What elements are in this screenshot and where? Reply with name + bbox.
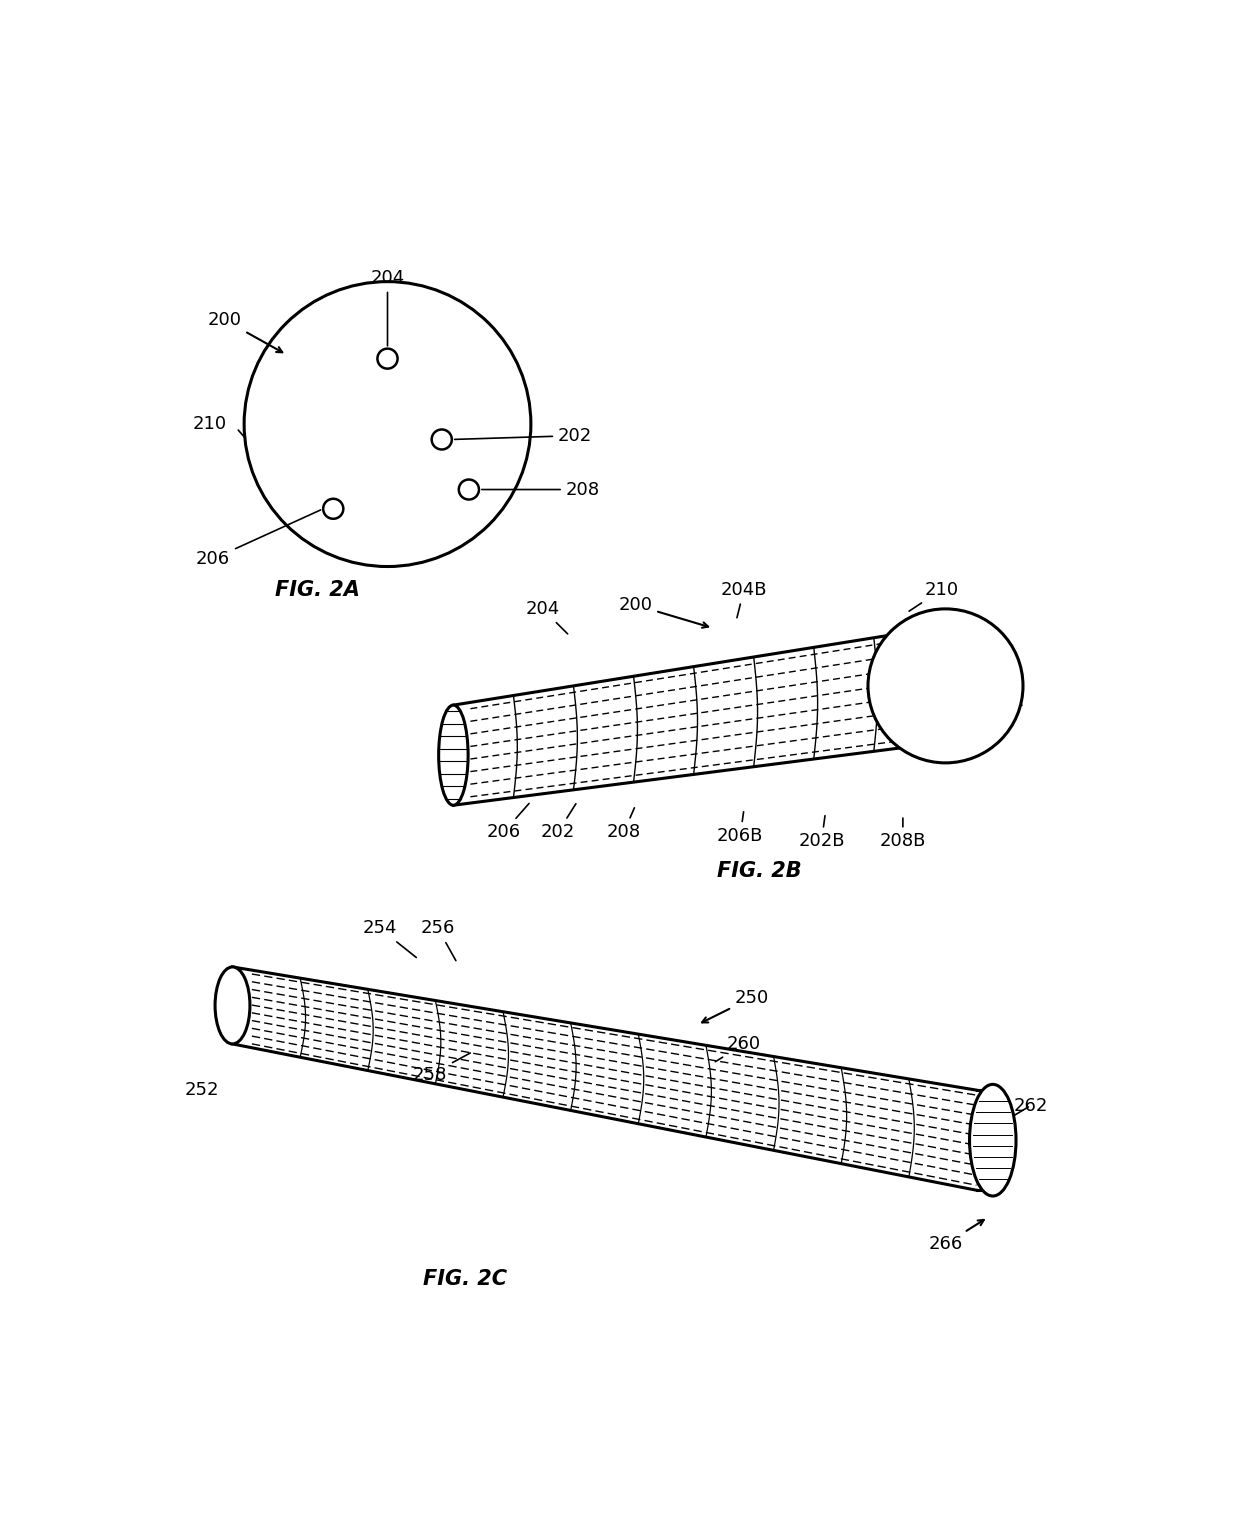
Text: FIG. 2A: FIG. 2A: [275, 579, 360, 599]
Text: 210: 210: [192, 415, 227, 434]
Text: FIG. 2B: FIG. 2B: [717, 861, 802, 881]
Text: 262: 262: [1013, 1097, 1048, 1115]
Text: 204B: 204B: [720, 581, 768, 617]
Text: 254: 254: [362, 919, 417, 958]
Text: 260: 260: [715, 1036, 761, 1062]
Text: 206: 206: [486, 803, 529, 841]
Text: 252: 252: [185, 1082, 218, 1098]
Circle shape: [868, 608, 1023, 763]
Text: 200: 200: [619, 596, 708, 628]
Text: 258: 258: [413, 1052, 470, 1083]
Text: 266: 266: [929, 1219, 983, 1253]
Text: 208: 208: [481, 481, 600, 498]
Text: 210: 210: [909, 581, 959, 611]
Text: 202: 202: [455, 426, 593, 444]
Text: FIG. 2C: FIG. 2C: [423, 1268, 507, 1288]
Ellipse shape: [970, 1085, 1016, 1196]
Text: 212: 212: [987, 688, 1024, 711]
Text: 250: 250: [702, 988, 769, 1022]
Ellipse shape: [215, 967, 250, 1043]
Text: 206B: 206B: [717, 812, 764, 846]
Text: 204: 204: [526, 601, 568, 634]
Text: 200: 200: [208, 311, 283, 352]
Ellipse shape: [439, 705, 469, 806]
Text: 256: 256: [420, 919, 456, 961]
Text: 208B: 208B: [879, 818, 926, 850]
Text: 204: 204: [371, 268, 404, 346]
Text: 202B: 202B: [799, 815, 844, 850]
Text: 206: 206: [196, 510, 321, 568]
Text: 208: 208: [606, 807, 641, 841]
Text: 202: 202: [541, 804, 575, 841]
